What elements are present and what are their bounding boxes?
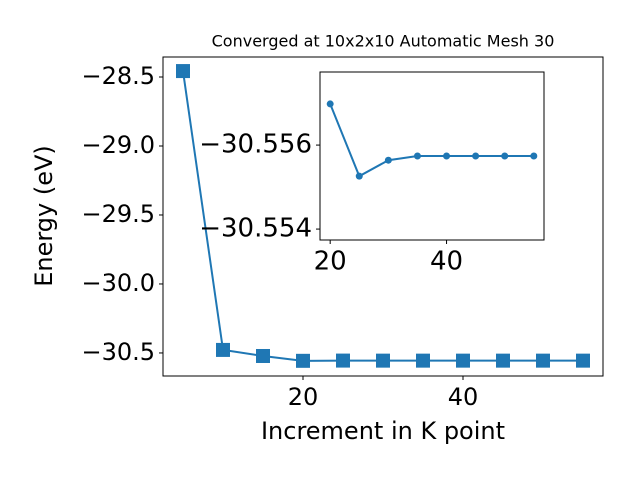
y-tick-label: −28.5 [81,62,155,90]
marker [256,348,270,363]
y-tick-label: −29.5 [81,200,155,228]
marker [443,152,451,160]
marker [296,353,310,368]
marker [216,342,230,357]
y-axis-label: Energy (eV) [30,145,58,287]
x-tick-label: 20 [314,247,347,277]
chart-title: Converged at 10x2x10 Automatic Mesh 30 [212,32,555,51]
y-tick-label: −30.0 [81,269,155,297]
marker [496,353,510,368]
marker [536,353,550,368]
marker [326,100,334,108]
marker [384,156,392,164]
marker [355,172,363,180]
marker [456,353,470,368]
x-tick-label: 20 [288,383,319,411]
marker [336,353,350,368]
marker [376,353,390,368]
x-axis-label: Increment in K point [261,417,505,445]
y-tick-label: −30.556 [199,130,312,160]
marker [501,152,509,160]
marker [530,152,538,160]
x-tick-label: 40 [430,247,463,277]
marker [416,353,430,368]
marker [176,64,190,79]
y-tick-label: −29.0 [81,131,155,159]
y-tick-label: −30.554 [199,214,312,244]
x-tick-label: 40 [448,383,479,411]
marker [576,353,590,368]
marker [472,152,480,160]
series-line [329,103,534,178]
marker [413,152,421,160]
y-tick-label: −30.5 [81,338,155,366]
